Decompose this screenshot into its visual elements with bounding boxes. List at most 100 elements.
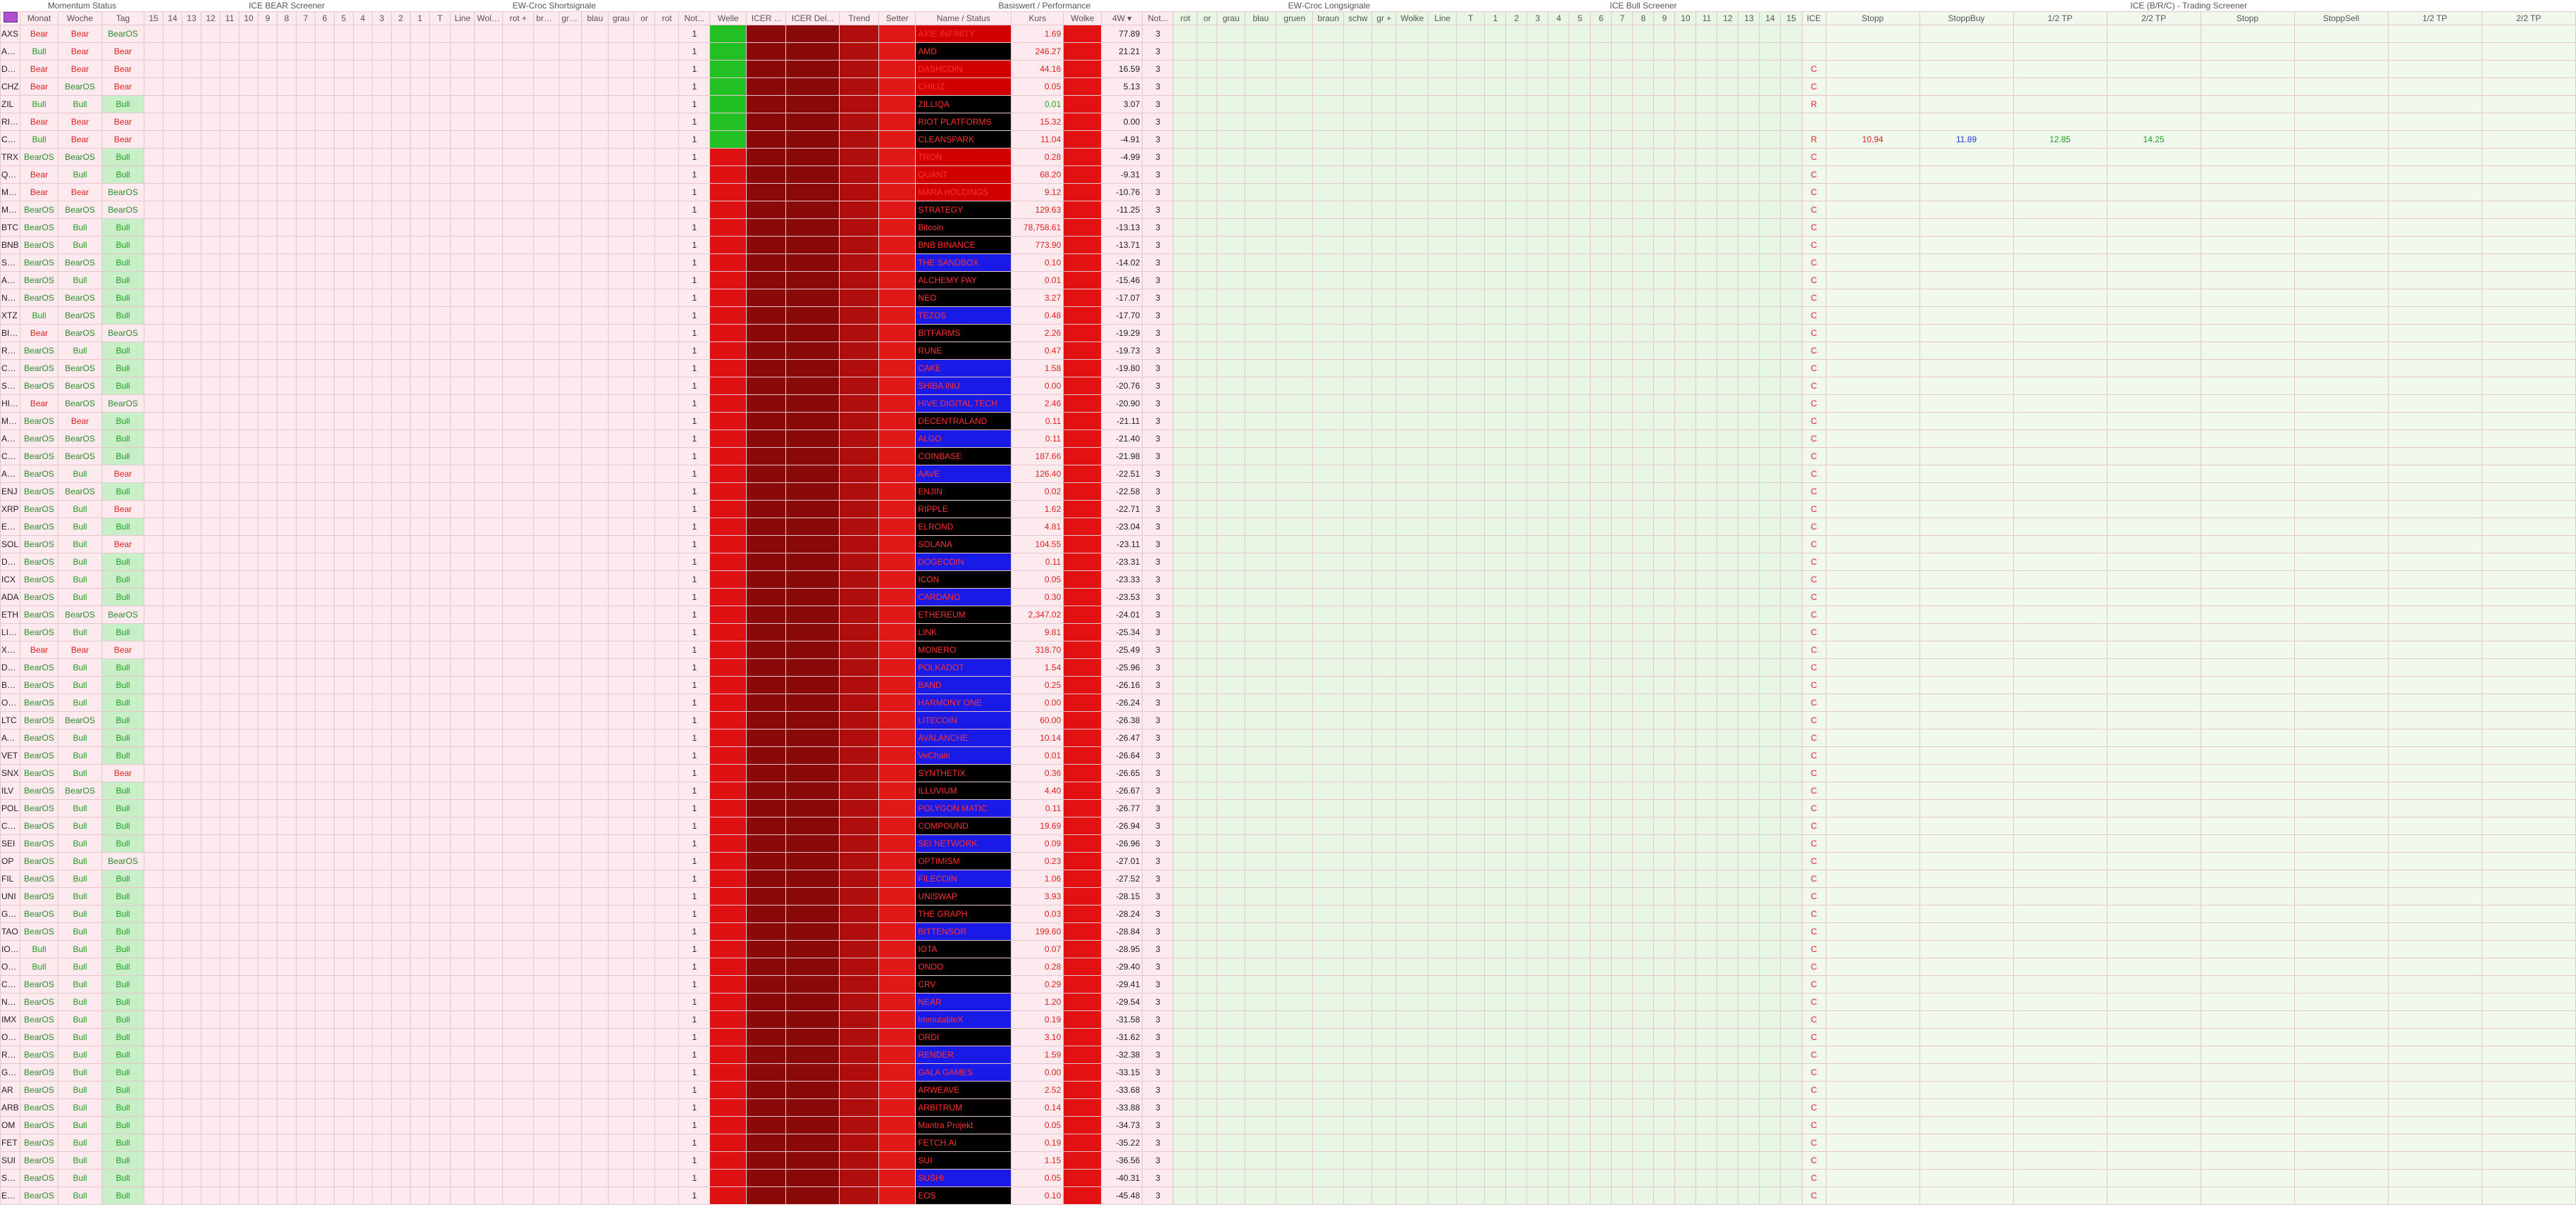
cell [559,253,583,272]
column-header: 1 [410,11,430,25]
cell [450,253,475,272]
cell [1548,606,1570,624]
cell [1395,342,1429,360]
cell-p: -33.68 [1101,1081,1143,1099]
cell [450,975,475,994]
cell [239,1134,259,1152]
cell [182,394,202,413]
cell [633,289,656,307]
cell [2200,430,2295,448]
cell [878,958,916,976]
cell [533,324,560,342]
cell [353,993,373,1011]
cell-s: 1 [678,518,711,536]
cell-ice: C [1801,623,1827,641]
cell [1569,201,1591,219]
cell [1674,658,1697,677]
cell-p: -26.47 [1101,729,1143,747]
cell [1780,201,1803,219]
cell-p: -25.34 [1101,623,1143,641]
cell [608,25,635,43]
ticker: ILV [0,782,20,800]
cell [201,676,221,694]
cell [1738,447,1760,465]
cell [334,25,354,43]
cell [258,148,278,166]
cell [2200,746,2295,765]
cell [334,870,354,888]
cell [1371,922,1397,941]
cell [1197,289,1218,307]
cell [785,183,840,201]
cell [220,993,240,1011]
cell [1548,1098,1570,1117]
menu-icon[interactable] [0,11,20,25]
cell-x: 3 [1142,289,1174,307]
cell [410,817,430,835]
cell [502,42,535,61]
cell [2387,465,2482,483]
cell [144,746,164,765]
cell [201,289,221,307]
cell [1632,183,1655,201]
cell [1548,465,1570,483]
cell [220,482,240,501]
asset-row: XTZ Bull BearOS Bull 1 TEZOS 0.48 -17.70 3 C [0,306,2576,325]
cell [1717,271,1739,289]
column-header: 3 [1526,11,1549,25]
cell [1569,870,1591,888]
cell [1738,1046,1760,1064]
cell [2387,570,2482,589]
column-header: 11 [1695,11,1718,25]
cell [502,782,535,800]
cell [1548,553,1570,571]
cell [2012,729,2108,747]
cell [2294,253,2389,272]
cell [1197,306,1218,325]
cell [334,183,354,201]
cell [258,113,278,131]
cell [201,60,221,78]
cell [353,764,373,782]
cell [878,113,916,131]
cell-k: 0.00 [1011,377,1064,395]
cell [559,746,583,765]
cell [502,148,535,166]
cell [1653,1028,1676,1046]
cell [1759,1098,1781,1117]
cell [1276,641,1314,659]
cell [709,641,747,659]
cell [391,799,411,817]
cell [315,113,335,131]
cell [1245,25,1277,43]
cell [2012,271,2108,289]
cell [2481,130,2576,149]
cell [2012,60,2108,78]
cell [296,940,316,958]
cell [1919,887,2014,906]
cell-k: 1.59 [1011,1046,1064,1064]
cell [391,218,411,237]
cell [334,412,354,430]
cell [1611,940,1634,958]
cell [2387,817,2482,835]
cell-k: 0.30 [1011,588,1064,606]
cell-w: BearOS [58,394,102,413]
cell [581,975,609,994]
cell [239,711,259,729]
cell [1371,870,1397,888]
cell [450,623,475,641]
cell [334,95,354,113]
cell [1611,676,1634,694]
cell-n: RIPPLE [915,500,1012,518]
asset-row: CLSKBullBearBear1CLEANSPARK11.04-4.913R1… [0,130,2576,149]
cell [239,359,259,377]
cell [1825,1028,1920,1046]
cell [1505,852,1528,870]
cell [1312,553,1345,571]
cell [608,975,635,994]
cell [559,782,583,800]
cell-ice: C [1801,1116,1827,1134]
cell [1653,518,1676,536]
cell [1695,25,1718,43]
